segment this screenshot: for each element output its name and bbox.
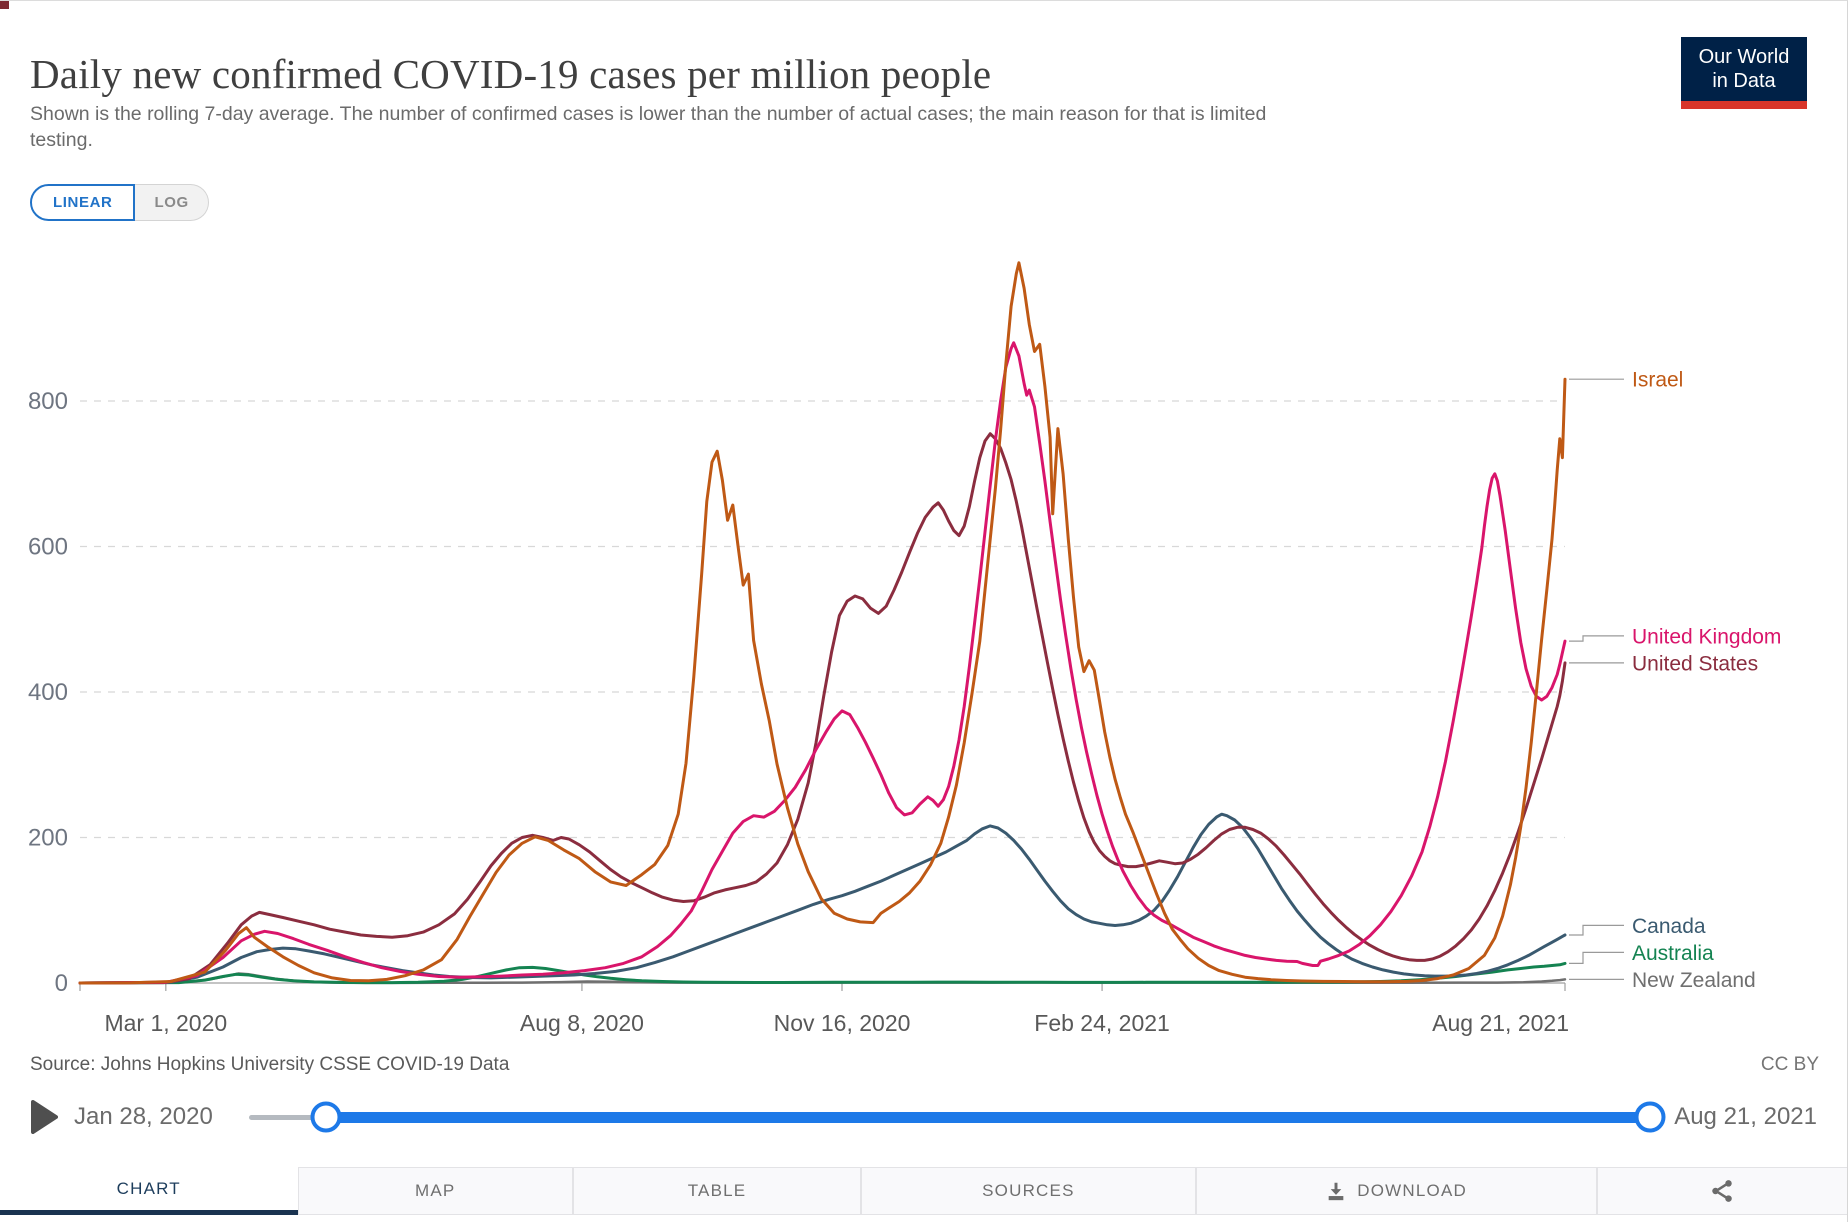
log-button[interactable]: LOG: [135, 184, 209, 221]
tab-table[interactable]: TABLE: [572, 1167, 862, 1215]
tab-download[interactable]: DOWNLOAD: [1195, 1167, 1597, 1215]
tab-bar: CHART MAP TABLE SOURCES DOWNLOAD: [0, 1167, 1847, 1215]
series-line-israel: [78, 261, 1567, 985]
tab-map[interactable]: MAP: [297, 1167, 573, 1215]
y-axis-label: 800: [28, 388, 68, 415]
scale-toggle: LINEAR LOG: [30, 184, 209, 221]
play-icon: [31, 1100, 58, 1134]
x-axis-label: Nov 16, 2020: [774, 1010, 911, 1036]
x-axis-label: Aug 8, 2020: [520, 1010, 644, 1036]
legend-label-united-kingdom[interactable]: United Kingdom: [1632, 625, 1781, 648]
y-axis-label: 400: [28, 679, 68, 706]
owid-logo-line2: in Data: [1712, 70, 1776, 92]
legend-connector: [1569, 924, 1624, 936]
legend-label-united-states[interactable]: United States: [1632, 652, 1758, 675]
source-text: Source: Johns Hopkins University CSSE CO…: [30, 1054, 510, 1075]
corner-artifact: [0, 1, 9, 9]
line-chart: 0 200 400 600 800 Mar 1, 2020 Aug 8, 2020 Nov 1…: [28, 261, 1781, 1036]
legend-connector: [1569, 635, 1624, 642]
timeline: Jan 28, 2020 Aug 21, 2021: [30, 1095, 1817, 1139]
timeline-start-date: Jan 28, 2020: [74, 1103, 213, 1130]
license-link[interactable]: CC BY: [1760, 1054, 1819, 1075]
page-subtitle: Shown is the rolling 7-day average. The …: [30, 102, 1267, 151]
download-icon: [1328, 1182, 1344, 1201]
slider-selected-range[interactable]: [325, 1111, 1651, 1123]
owid-logo[interactable]: Our World in Data: [1681, 37, 1807, 109]
y-axis-label: 200: [28, 825, 68, 852]
x-axis-label: Feb 24, 2021: [1034, 1010, 1170, 1036]
timeline-end-date: Aug 21, 2021: [1674, 1103, 1817, 1130]
tab-sources[interactable]: SOURCES: [861, 1167, 1196, 1215]
slider-handle-end[interactable]: [1634, 1101, 1666, 1133]
x-axis-label: Mar 1, 2020: [104, 1010, 227, 1036]
timeline-slider[interactable]: [248, 1095, 1666, 1139]
x-axis-label: Aug 21, 2021: [1432, 1010, 1569, 1036]
share-icon: [1712, 1180, 1733, 1202]
y-axis-label: 600: [28, 534, 68, 561]
legend-connector: [1569, 951, 1624, 964]
legend-label-new-zealand[interactable]: New Zealand: [1632, 969, 1756, 992]
legend-label-australia[interactable]: Australia: [1632, 942, 1714, 965]
owid-logo-line1: Our World: [1698, 46, 1790, 68]
legend-label-canada[interactable]: Canada: [1632, 915, 1706, 938]
legend-label-israel[interactable]: Israel: [1632, 369, 1683, 392]
y-axis-label: 0: [55, 970, 68, 997]
slider-handle-start[interactable]: [310, 1101, 342, 1133]
play-button[interactable]: [30, 1099, 60, 1135]
linear-button[interactable]: LINEAR: [30, 184, 136, 221]
series-line-united-kingdom: [78, 341, 1567, 985]
tab-share[interactable]: [1596, 1167, 1847, 1215]
page-title: Daily new confirmed COVID-19 cases per m…: [30, 51, 992, 98]
tab-chart[interactable]: CHART: [0, 1167, 298, 1215]
